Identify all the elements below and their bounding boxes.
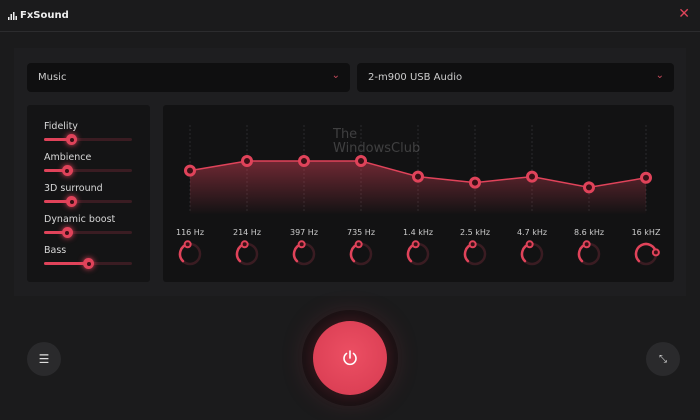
band-knob-handle[interactable] [525,240,534,249]
band-frequency-label: 397 Hz [289,228,319,237]
band-knob-handle[interactable] [651,248,660,257]
effect-label: Ambience [44,152,92,163]
eq-band-handle[interactable] [583,181,595,194]
effect-slider[interactable] [44,227,132,238]
band-frequency-label: 735 Hz [346,228,376,237]
slider-thumb[interactable] [61,165,73,176]
hamburger-menu-icon: ☰ [38,352,50,366]
slider-fill [44,138,72,141]
title-bar: FxSound ✕ [0,0,700,32]
slider-fill [44,200,72,203]
band-knob-handle[interactable] [354,240,363,249]
effect-slider[interactable] [44,165,132,176]
effect-slider[interactable] [44,196,132,207]
collapse-arrows-icon: ⤡ [659,353,667,365]
close-icon[interactable]: ✕ [678,6,690,22]
chevron-down-icon: ⌄ [331,70,340,81]
effect-label: 3D surround [44,183,103,194]
eq-band-handle[interactable] [526,170,538,183]
slider-thumb[interactable] [83,258,94,269]
eq-band-handle[interactable] [640,171,652,184]
equalizer-panel: 116 Hz 214 Hz 397 Hz 735 Hz 1.4 kHz 2.5 kHz 4.… [163,105,674,282]
menu-button[interactable]: ☰ [27,342,61,376]
power-button[interactable] [313,321,387,395]
band-frequency-label: 4.7 kHz [516,228,548,237]
watermark-logo: The WindowsClub [333,127,421,156]
eq-band-handle[interactable] [469,176,481,189]
band-knob-handle[interactable] [468,240,477,249]
eq-band-handle[interactable] [355,155,367,167]
slider-thumb[interactable] [66,196,78,207]
eq-band-handle[interactable] [184,164,196,177]
eq-curve-area [190,161,646,215]
preset-value: Music [38,72,67,83]
band-knob-arc [634,242,658,263]
output-device-dropdown[interactable]: 2-m900 USB Audio ⌄ [357,63,674,92]
chevron-down-icon: ⌄ [655,70,664,81]
effects-panel: Fidelity Ambience 3D surround Dynamic boost… [27,105,150,282]
power-icon [343,350,357,366]
band-knob-handle[interactable] [183,240,192,249]
effect-slider[interactable] [44,258,132,269]
effect-label: Bass [44,245,67,256]
slider-fill [44,262,88,265]
band-knob-handle[interactable] [411,240,420,249]
effect-slider[interactable] [44,134,132,145]
band-frequency-label: 116 Hz [175,228,205,237]
band-frequency-label: 16 kHZ [631,228,661,237]
band-frequency-label: 8.6 kHz [573,228,605,237]
band-knob-handle[interactable] [240,240,249,249]
effect-label: Dynamic boost [44,214,116,225]
slider-thumb[interactable] [61,227,73,238]
preset-dropdown[interactable]: Music ⌄ [27,63,350,92]
output-device-value: 2-m900 USB Audio [368,72,463,83]
band-frequency-label: 214 Hz [232,228,262,237]
slider-fill [44,231,67,234]
app-title: FxSound [20,10,69,21]
app-logo: FxSound [8,10,69,21]
effect-label: Fidelity [44,121,78,132]
slider-fill [44,169,67,172]
eq-band-handle[interactable] [241,155,253,167]
slider-thumb[interactable] [66,134,78,145]
band-knob-handle[interactable] [297,240,306,249]
equalizer-bars-icon [8,11,17,20]
band-frequency-label: 1.4 kHz [402,228,434,237]
equalizer-graph[interactable] [163,105,674,282]
band-knob-handle[interactable] [582,240,591,249]
collapse-button[interactable]: ⤡ [646,342,680,376]
eq-band-handle[interactable] [412,170,424,183]
eq-band-handle[interactable] [298,155,310,167]
band-frequency-label: 2.5 kHz [459,228,491,237]
